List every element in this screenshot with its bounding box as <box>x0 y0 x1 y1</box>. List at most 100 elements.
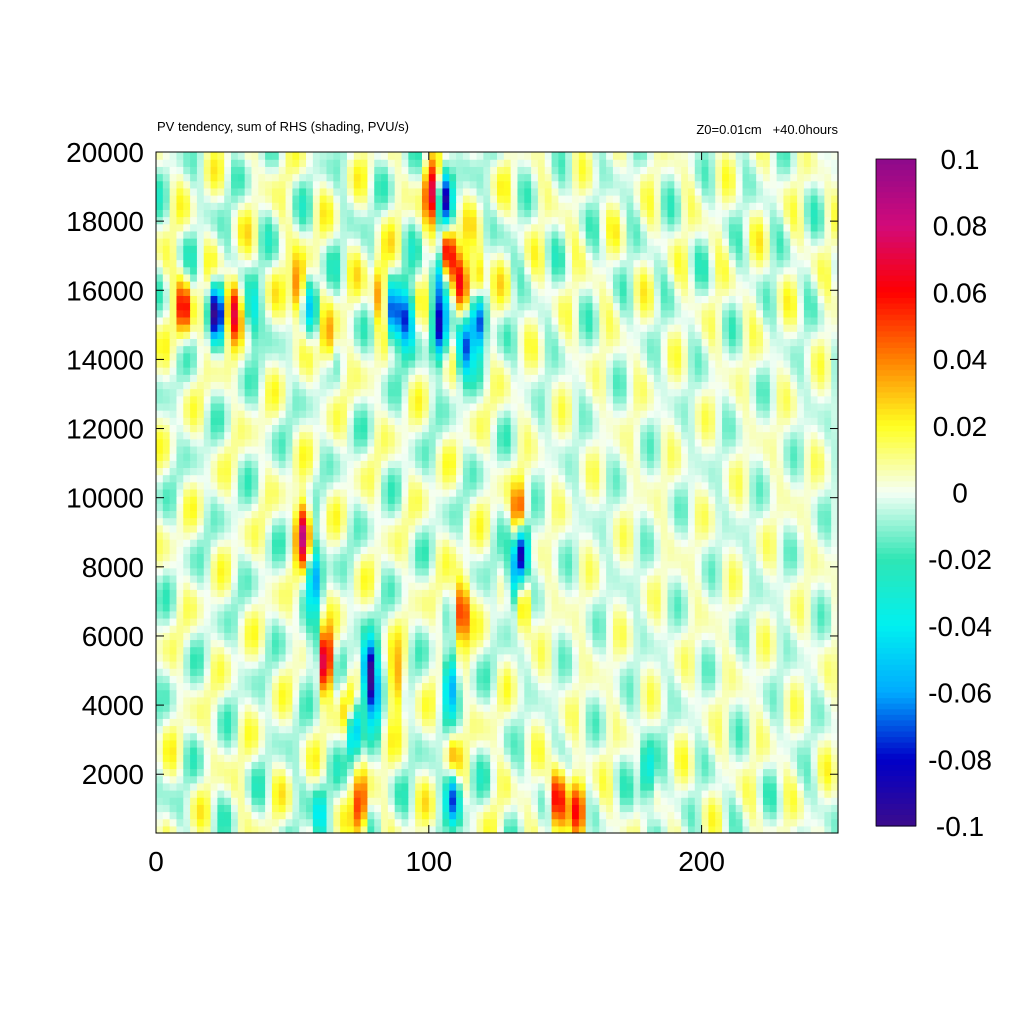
heatmap-cell <box>715 589 723 598</box>
heatmap-cell <box>722 488 730 497</box>
heatmap-cell <box>715 732 723 741</box>
heatmap-cell <box>449 811 457 820</box>
heatmap-cell <box>408 503 416 512</box>
heatmap-cell <box>224 746 232 755</box>
heatmap-cell <box>565 761 573 770</box>
heatmap-cell <box>169 481 178 490</box>
heatmap-cell <box>196 596 205 605</box>
heatmap-cell <box>183 739 191 748</box>
heatmap-cell <box>415 574 423 583</box>
heatmap-cell <box>469 703 478 712</box>
heatmap-cell <box>244 775 253 784</box>
heatmap-cell <box>442 739 450 748</box>
heatmap-cell <box>162 517 171 526</box>
heatmap-cell <box>265 474 273 483</box>
heatmap-cell <box>653 811 662 820</box>
heatmap-cell <box>790 481 798 490</box>
heatmap-cell <box>824 754 832 762</box>
heatmap-cell <box>687 553 696 562</box>
heatmap-cell <box>674 746 682 755</box>
heatmap-cell <box>237 539 246 547</box>
heatmap-cell <box>415 596 423 605</box>
heatmap-cell <box>694 617 703 626</box>
heatmap-cell <box>537 675 546 684</box>
heatmap-cell <box>224 646 232 655</box>
heatmap-cell <box>701 510 710 519</box>
heatmap-cell <box>653 625 662 633</box>
heatmap-cell <box>797 797 805 805</box>
heatmap-cell <box>694 732 703 741</box>
heatmap-cell <box>162 567 171 576</box>
heatmap-cell <box>312 703 321 712</box>
heatmap-cell <box>572 553 580 562</box>
heatmap-cell <box>210 496 218 504</box>
heatmap-cell <box>728 625 737 633</box>
heatmap-cell <box>469 582 478 590</box>
heatmap-cell <box>797 603 805 612</box>
heatmap-cell <box>387 818 396 827</box>
heatmap-cell <box>156 503 164 512</box>
heatmap-cell <box>701 660 710 669</box>
heatmap-cell <box>810 610 819 619</box>
heatmap-cell <box>421 675 430 684</box>
heatmap-cell <box>421 531 430 540</box>
heatmap-cell <box>231 696 239 705</box>
heatmap-cell <box>592 825 600 834</box>
heatmap-cell <box>619 711 628 719</box>
heatmap-cell <box>278 517 287 526</box>
heatmap-cell <box>306 696 314 705</box>
heatmap-cell <box>633 589 641 598</box>
heatmap-cell <box>674 711 682 719</box>
heatmap-cell <box>517 539 525 547</box>
heatmap-cell <box>653 732 662 741</box>
heatmap-cell <box>551 510 559 519</box>
heatmap-cell <box>285 567 293 576</box>
heatmap-cell <box>640 546 648 555</box>
heatmap-cell <box>435 782 444 791</box>
heatmap-cell <box>544 668 553 676</box>
heatmap-cell <box>524 811 532 820</box>
heatmap-cell <box>381 481 389 490</box>
heatmap-cell <box>244 825 253 834</box>
heatmap-cell <box>360 553 369 562</box>
heatmap-cell <box>735 610 744 619</box>
heatmap-cell <box>231 481 239 490</box>
heatmap-cell <box>674 653 682 662</box>
heatmap-cell <box>387 474 396 483</box>
heatmap-cell <box>735 560 744 569</box>
heatmap-cell <box>183 610 191 619</box>
heatmap-cell <box>394 725 403 734</box>
heatmap-cell <box>790 660 798 669</box>
heatmap-cell <box>183 539 191 547</box>
heatmap-cell <box>510 531 519 540</box>
heatmap-cell <box>265 560 273 569</box>
heatmap-cell <box>701 646 710 655</box>
heatmap-cell <box>749 761 757 770</box>
heatmap-cell <box>271 675 280 684</box>
heatmap-cell <box>217 610 225 619</box>
heatmap-cell <box>394 503 403 512</box>
heatmap-cell <box>353 546 362 555</box>
heatmap-cell <box>558 582 566 590</box>
heatmap-cell <box>817 789 825 798</box>
heatmap-cell <box>367 596 375 605</box>
heatmap-cell <box>578 711 587 719</box>
heatmap-cell <box>326 625 334 633</box>
heatmap-cell <box>435 653 444 662</box>
heatmap-cell <box>237 696 246 705</box>
heatmap-cell <box>681 696 689 705</box>
heatmap-cell <box>510 696 519 705</box>
heatmap-cell <box>435 746 444 755</box>
heatmap-cell <box>353 531 362 540</box>
heatmap-cell <box>312 768 321 777</box>
heatmap-cell <box>210 732 218 741</box>
heatmap-cell <box>687 782 696 791</box>
heatmap-cell <box>428 560 437 569</box>
heatmap-cell <box>306 582 314 590</box>
heatmap-cell <box>742 603 750 612</box>
heatmap-cell <box>681 596 689 605</box>
heatmap-cell <box>306 818 314 827</box>
heatmap-cell <box>217 481 225 490</box>
heatmap-cell <box>790 539 798 547</box>
heatmap-cell <box>251 682 259 691</box>
